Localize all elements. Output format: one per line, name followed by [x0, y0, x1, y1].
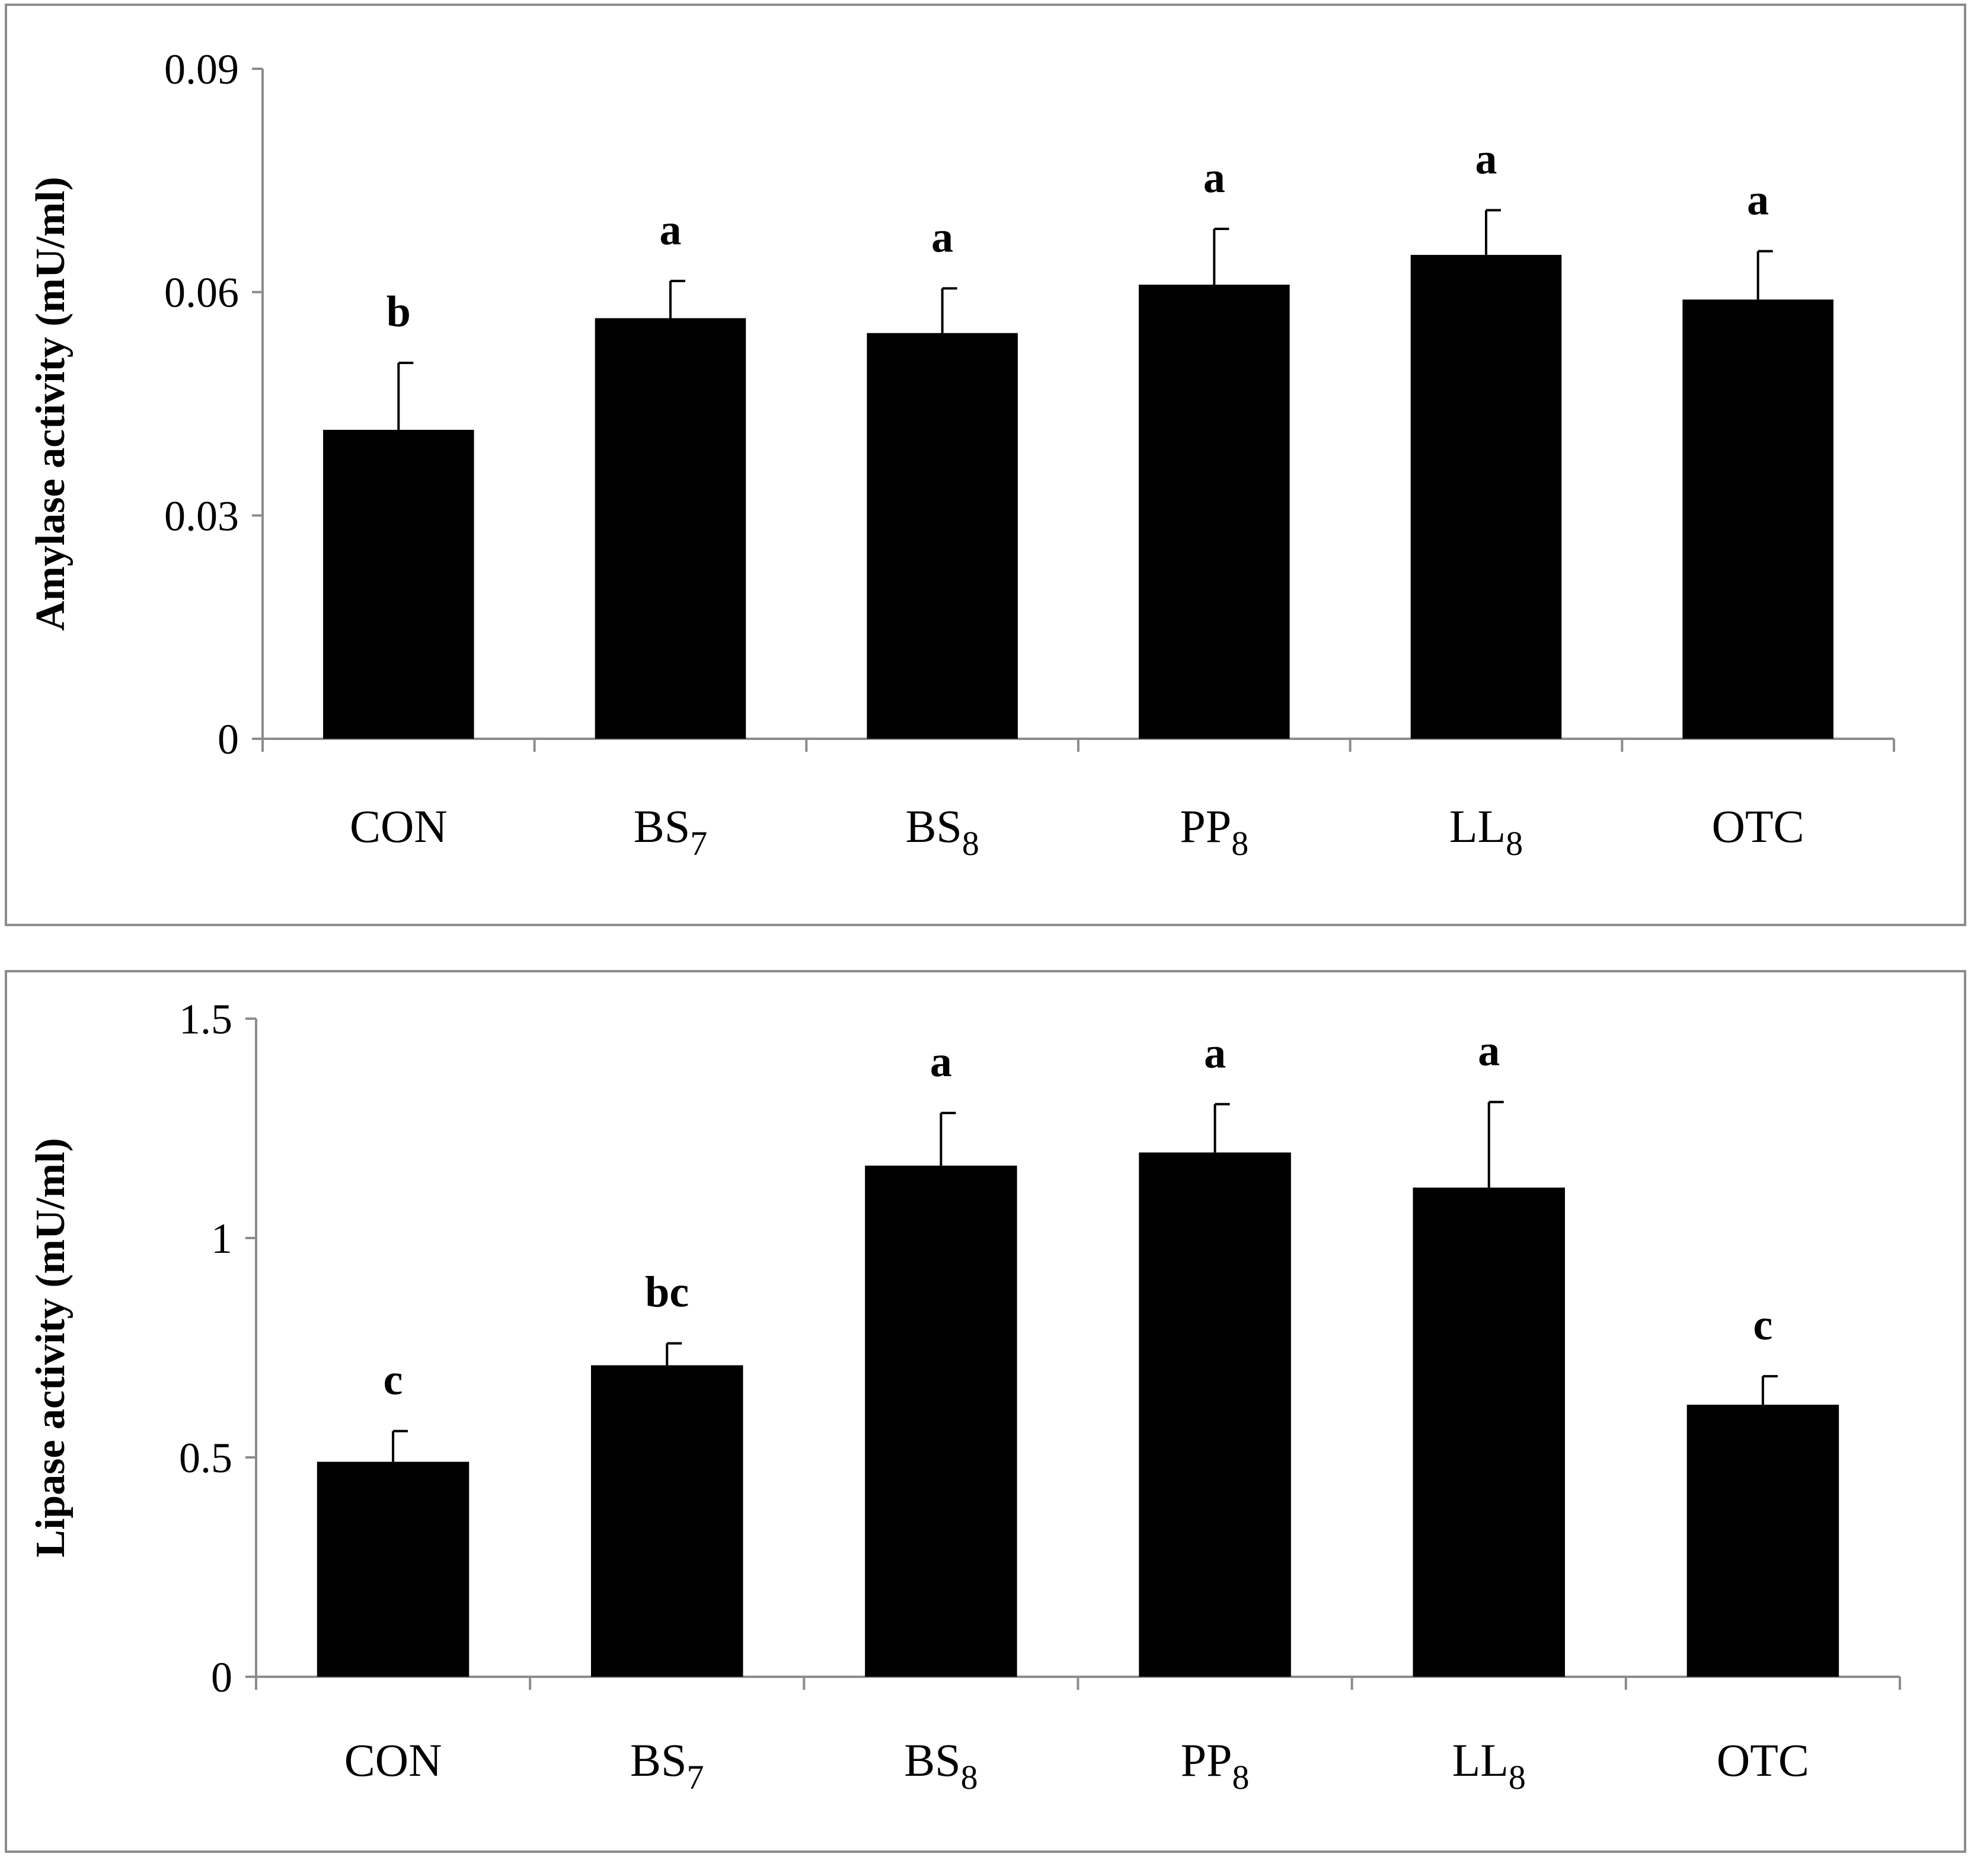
category-subscript-text: 7 — [686, 1758, 704, 1797]
lipase-category-label-4: LL8 — [1452, 1734, 1526, 1797]
amylase-bar-0 — [323, 429, 474, 739]
category-main-text: PP — [1181, 1734, 1232, 1786]
lipase-category-label-0: CON — [344, 1734, 442, 1786]
lipase-category-label-3: PP8 — [1181, 1734, 1250, 1797]
amylase-category-label-0: CON — [350, 800, 448, 852]
amylase-significance-letter-4: a — [1475, 135, 1497, 184]
lipase-category-label-5: OTC — [1717, 1734, 1809, 1786]
lipase-significance-letter-0: c — [384, 1356, 403, 1405]
category-subscript-text: 8 — [1506, 824, 1523, 863]
category-subscript-text: 8 — [1231, 824, 1248, 863]
amylase-category-label-4: LL8 — [1449, 800, 1523, 863]
amylase-bar-1 — [595, 318, 746, 739]
category-subscript-text: 8 — [1232, 1758, 1249, 1797]
lipase-y-axis-label: Lipase activity (mU/ml) — [28, 1138, 74, 1558]
lipase-y-tick-label: 1 — [211, 1215, 232, 1262]
category-subscript-text: 8 — [961, 1758, 978, 1797]
amylase-significance-letter-2: a — [931, 213, 953, 261]
amylase-y-tick-label: 0 — [218, 716, 239, 763]
amylase-significance-letter-0: b — [386, 288, 411, 336]
lipase-bar-3 — [1139, 1152, 1291, 1677]
lipase-significance-letter-5: c — [1753, 1301, 1772, 1349]
category-subscript-text: 8 — [1509, 1758, 1526, 1797]
category-subscript-text: 7 — [690, 824, 707, 863]
amylase-category-label-1: BS7 — [634, 800, 707, 863]
amylase-y-axis-label: Amylase activity (mU/ml) — [28, 177, 74, 631]
amylase-category-label-2: BS8 — [905, 800, 979, 863]
lipase-significance-letter-3: a — [1204, 1029, 1226, 1077]
amylase-y-tick-label: 0.03 — [164, 492, 239, 540]
lipase-y-tick-label: 1.5 — [179, 996, 232, 1043]
lipase-significance-letter-4: a — [1478, 1027, 1500, 1076]
category-main-text: CON — [344, 1734, 442, 1786]
amylase-bar-2 — [867, 333, 1018, 739]
lipase-y-tick-label: 0 — [211, 1654, 232, 1701]
lipase-category-label-2: BS8 — [904, 1734, 977, 1797]
amylase-bar-3 — [1139, 285, 1290, 739]
lipase-bar-1 — [590, 1365, 743, 1677]
lipase-bar-5 — [1686, 1405, 1839, 1677]
category-main-text: OTC — [1712, 800, 1804, 852]
amylase-y-tick-label: 0.06 — [164, 269, 239, 317]
category-subscript-text: 8 — [962, 824, 979, 863]
lipase-y-tick-label: 0.5 — [179, 1434, 232, 1482]
amylase-bar-5 — [1682, 299, 1833, 739]
lipase-bar-4 — [1413, 1187, 1566, 1677]
category-main-text: PP — [1180, 800, 1231, 852]
lipase-significance-letter-2: a — [930, 1038, 952, 1086]
amylase-significance-letter-3: a — [1203, 154, 1225, 202]
lipase-category-label-1: BS7 — [630, 1734, 704, 1797]
amylase-chart-panel: 0 0.03 0.06 0.09 Amylase activity (mU/ml) b CO… — [5, 4, 1966, 926]
amylase-category-label-3: PP8 — [1180, 800, 1248, 863]
category-main-text: LL — [1452, 1734, 1509, 1786]
category-main-text: LL — [1449, 800, 1506, 852]
amylase-significance-letter-1: a — [660, 206, 682, 254]
category-main-text: BS — [630, 1734, 686, 1786]
lipase-bar-2 — [865, 1165, 1017, 1677]
amylase-category-label-5: OTC — [1712, 800, 1804, 852]
category-main-text: BS — [634, 800, 690, 852]
amylase-significance-letter-5: a — [1747, 176, 1769, 225]
category-main-text: BS — [904, 1734, 960, 1786]
lipase-significance-letter-1: bc — [645, 1268, 689, 1317]
amylase-y-tick-label: 0.09 — [164, 46, 239, 93]
category-main-text: OTC — [1717, 1734, 1809, 1786]
category-main-text: CON — [350, 800, 448, 852]
lipase-bar-0 — [317, 1462, 469, 1677]
category-main-text: BS — [905, 800, 961, 852]
amylase-bar-4 — [1410, 254, 1562, 739]
